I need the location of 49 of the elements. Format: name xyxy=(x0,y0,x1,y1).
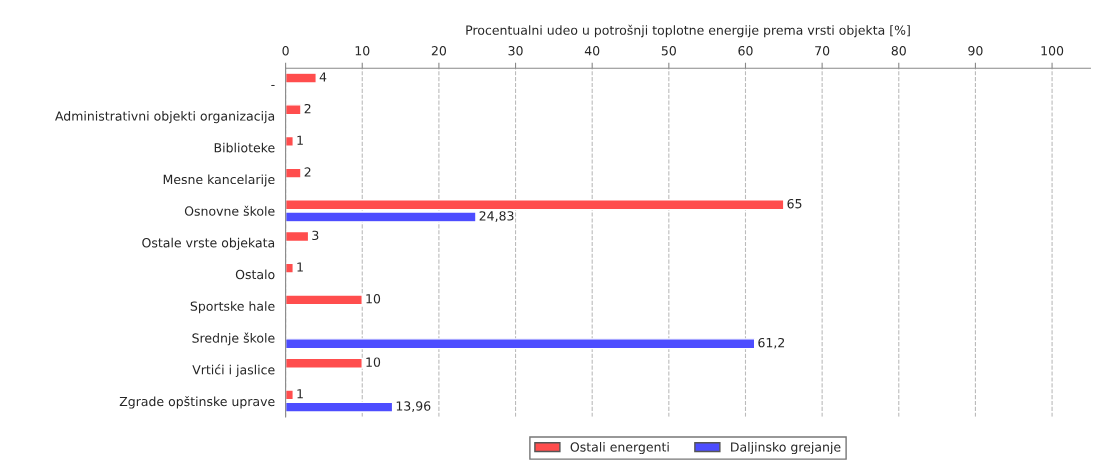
data-label: 2 xyxy=(304,167,311,177)
x-tick-label: 0 xyxy=(282,46,289,56)
x-tick-label: 50 xyxy=(661,46,676,56)
y-tick-label: Zgrade opštinske uprave xyxy=(119,395,275,409)
bar xyxy=(285,135,294,147)
bar xyxy=(285,294,363,306)
data-label: 1 xyxy=(297,135,303,145)
y-tick-label: Administrativni objekti organizacija xyxy=(55,111,275,124)
data-label: 1 xyxy=(297,389,303,399)
legend-label: Daljinsko grejanje xyxy=(731,442,841,455)
bar xyxy=(285,262,294,274)
data-label: 65 xyxy=(787,198,802,209)
x-axis-title: Procentualni udeo u potrošnji toplotne energije prema vrsti objekta [%] xyxy=(466,24,910,38)
x-tick-label: 80 xyxy=(891,46,906,56)
y-tick-label: Sportske hale xyxy=(190,301,275,314)
bar xyxy=(285,104,302,116)
y-tick-label: Mesne kancelarije xyxy=(163,174,275,187)
x-tick-label: 70 xyxy=(815,46,830,56)
bar xyxy=(285,72,317,84)
y-tick-label: Biblioteke xyxy=(214,142,275,153)
bar xyxy=(285,389,294,401)
data-label: 3 xyxy=(312,230,319,241)
bar xyxy=(285,357,363,369)
data-label: 4 xyxy=(319,72,327,82)
y-tick-label: Vrtići i jaslice xyxy=(192,364,275,377)
legend-label: Ostali energenti xyxy=(570,442,669,455)
x-tick-label: 40 xyxy=(584,46,600,56)
y-tick-label: Osnovne škole xyxy=(184,205,275,216)
x-tick-label: 100 xyxy=(1041,46,1064,56)
data-label: 61,2 xyxy=(758,337,785,349)
x-tick-label: 10 xyxy=(355,46,370,56)
data-label: 10 xyxy=(366,294,381,304)
y-tick-label: Ostalo xyxy=(235,269,275,280)
y-tick-label: - xyxy=(271,84,275,86)
x-tick-label: 30 xyxy=(508,46,523,56)
data-label: 2 xyxy=(304,103,311,114)
bar xyxy=(285,401,394,413)
data-label: 13,96 xyxy=(396,401,431,412)
data-label: 1 xyxy=(297,262,303,272)
bar xyxy=(285,230,310,243)
bar xyxy=(285,167,302,179)
data-label: 10 xyxy=(366,357,381,367)
x-tick-label: 20 xyxy=(431,46,447,56)
data-label: 24,83 xyxy=(479,211,514,222)
y-tick-label: Srednje škole xyxy=(192,332,275,346)
x-tick-label: 90 xyxy=(968,46,983,56)
y-tick-label: Ostale vrste objekata xyxy=(142,237,275,250)
x-tick-label: 60 xyxy=(738,46,753,56)
bar xyxy=(285,338,756,350)
